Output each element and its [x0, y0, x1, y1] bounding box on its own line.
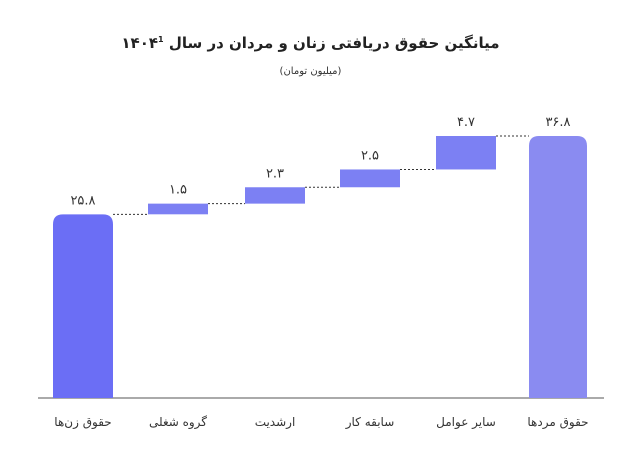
category-label-0: حقوق زن‌ها: [54, 415, 111, 430]
category-label-5: حقوق مردها: [527, 415, 588, 430]
value-label-0: ۲۵.۸: [70, 193, 95, 208]
title-footnote: 1: [158, 35, 164, 44]
bar-1: [148, 203, 208, 215]
value-label-4: ۴.۷: [457, 115, 475, 130]
value-label-3: ۲.۵: [361, 148, 379, 163]
bar-3: [340, 169, 400, 188]
bar-5: [529, 136, 587, 398]
category-label-4: سایر عوامل: [436, 415, 496, 430]
bar-0: [53, 214, 113, 398]
category-label-2: ارشدیت: [255, 415, 296, 430]
bar-2: [245, 187, 305, 204]
chart-title: میانگین حقوق دریافتی زنان و مردان در سال…: [121, 34, 500, 52]
category-label-3: سابقه کار: [345, 415, 395, 430]
value-label-2: ۲.۳: [266, 166, 284, 181]
bar-4: [436, 136, 496, 170]
chart-subtitle: (میلیون تومان): [279, 66, 342, 77]
value-label-5: ۳۶.۸: [545, 115, 570, 130]
category-label-1: گروه شغلی: [149, 415, 207, 430]
value-label-1: ۱.۵: [169, 183, 187, 198]
